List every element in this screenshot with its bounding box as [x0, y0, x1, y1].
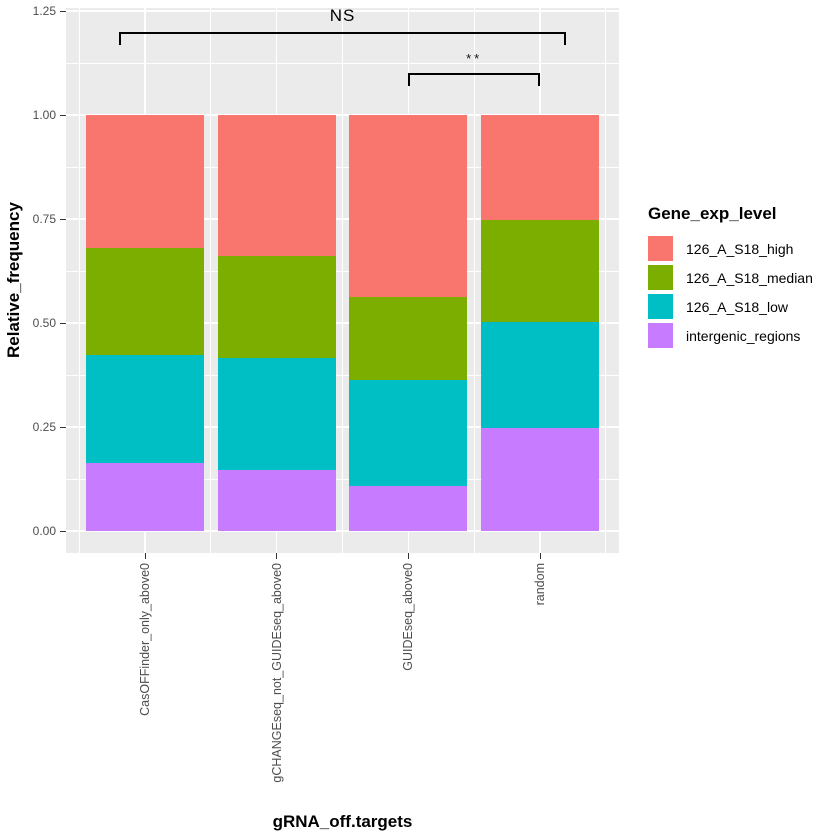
x-axis-tick: [144, 553, 146, 559]
bar-segment-intergenic_regions: [217, 469, 336, 531]
y-tick-label: 1.00: [32, 108, 56, 122]
y-axis-tick: [60, 426, 66, 428]
bar-segment-126_A_S18_low: [349, 379, 468, 486]
legend-item-high: 126_A_S18_high: [648, 236, 833, 261]
bar-segment-intergenic_regions: [481, 428, 599, 531]
legend: Gene_exp_level 126_A_S18_high 126_A_S18_…: [648, 204, 833, 352]
legend-swatch-median: [648, 265, 673, 290]
significance-bracket-tip: [564, 31, 567, 45]
x-tick-label: random: [533, 563, 547, 606]
x-tick-label: GUIDEseq_above0: [401, 563, 416, 671]
significance-bracket-tip: [408, 73, 411, 87]
significance-bracket-tip: [118, 31, 121, 45]
y-tick-label: 0.50: [32, 316, 56, 330]
gridline-minor-x: [210, 8, 212, 553]
plot-panel: NS **: [66, 8, 619, 553]
y-axis-tick: [60, 218, 66, 220]
legend-title: Gene_exp_level: [648, 204, 777, 223]
x-axis-tick: [539, 553, 541, 559]
bar-segment-126_A_S18_low: [217, 358, 336, 470]
bar-segment-126_A_S18_high: [481, 115, 599, 220]
y-axis-tick: [60, 530, 66, 532]
significance-label: **: [466, 51, 483, 67]
bar-segment-126_A_S18_median: [217, 256, 336, 359]
legend-swatch-low: [648, 294, 673, 319]
y-axis-title: Relative_frequency: [4, 202, 23, 359]
legend-item-intergenic: intergenic_regions: [648, 323, 833, 348]
bar-segment-126_A_S18_low: [481, 321, 599, 429]
legend-label-low: 126_A_S18_low: [686, 298, 788, 315]
bar-segment-126_A_S18_high: [217, 115, 336, 257]
bar-segment-126_A_S18_high: [86, 115, 204, 248]
y-axis-tick: [60, 10, 66, 12]
bar-segment-126_A_S18_median: [86, 247, 204, 356]
y-axis-tick: [60, 322, 66, 324]
y-tick-label: 0.75: [32, 212, 56, 226]
bar-segment-126_A_S18_high: [349, 115, 468, 297]
x-axis-title: gRNA_off.targets: [272, 812, 413, 831]
significance-bracket-tip: [538, 73, 540, 87]
gridline-minor-x: [473, 8, 475, 553]
legend-swatch-high: [648, 236, 673, 261]
significance-bracket-line: [118, 31, 567, 34]
x-tick-label: CasOFFinder_only_above0: [138, 563, 152, 716]
bar-segment-126_A_S18_median: [481, 219, 599, 322]
y-axis-tick: [60, 114, 66, 116]
y-tick-label: 0.25: [32, 420, 56, 434]
y-tick-label: 0.00: [32, 524, 56, 538]
legend-item-median: 126_A_S18_median: [648, 265, 833, 290]
legend-item-low: 126_A_S18_low: [648, 294, 833, 319]
gridline-minor-x: [78, 8, 80, 553]
significance-label: NS: [329, 8, 356, 25]
x-axis-tick: [276, 553, 278, 559]
bar-segment-intergenic_regions: [86, 463, 204, 531]
y-tick-label: 1.25: [32, 4, 56, 18]
x-tick-label: gCHANGEseq_not_GUIDEseq_above0: [269, 563, 284, 783]
x-axis-tick: [407, 553, 409, 559]
bar-segment-intergenic_regions: [349, 485, 468, 531]
legend-label-high: 126_A_S18_high: [686, 240, 794, 257]
bar-segment-126_A_S18_low: [86, 355, 204, 464]
bar-segment-126_A_S18_median: [349, 296, 468, 380]
legend-swatch-intergenic: [648, 323, 673, 348]
significance-bracket-line: [408, 73, 540, 76]
legend-label-intergenic: intergenic_regions: [686, 327, 801, 344]
gridline-minor-x: [342, 8, 343, 553]
gridline-minor-x: [605, 8, 607, 553]
legend-label-median: 126_A_S18_median: [686, 269, 813, 286]
